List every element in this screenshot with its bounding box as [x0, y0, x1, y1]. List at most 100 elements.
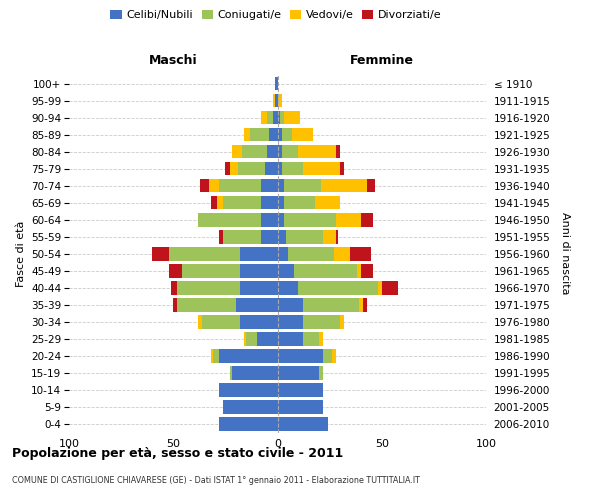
Bar — [277, 162, 281, 175]
Bar — [277, 213, 284, 226]
Bar — [277, 128, 281, 141]
Bar — [294, 264, 357, 278]
Bar — [321, 179, 367, 192]
Bar — [286, 230, 323, 243]
Bar — [357, 264, 361, 278]
Bar — [277, 366, 319, 380]
Bar — [198, 315, 202, 328]
Bar — [209, 179, 219, 192]
Bar — [169, 264, 182, 278]
Bar — [240, 281, 277, 294]
Bar — [217, 196, 223, 209]
Bar — [302, 162, 340, 175]
Bar — [230, 366, 232, 380]
Bar — [319, 366, 323, 380]
Bar — [334, 247, 350, 260]
Bar — [336, 213, 361, 226]
Bar — [261, 230, 277, 243]
Legend: Celibi/Nubili, Coniugati/e, Vedovi/e, Divorziati/e: Celibi/Nubili, Coniugati/e, Vedovi/e, Di… — [106, 6, 446, 25]
Bar — [178, 281, 240, 294]
Bar — [332, 349, 336, 362]
Bar — [361, 264, 373, 278]
Bar — [219, 417, 277, 431]
Bar — [367, 179, 376, 192]
Bar — [281, 162, 302, 175]
Bar — [257, 332, 277, 345]
Bar — [298, 145, 336, 158]
Bar — [292, 128, 313, 141]
Bar — [340, 315, 344, 328]
Bar — [277, 196, 284, 209]
Bar — [277, 264, 294, 278]
Bar — [319, 332, 323, 345]
Bar — [284, 179, 321, 192]
Bar — [219, 230, 223, 243]
Bar — [277, 332, 302, 345]
Bar — [277, 281, 298, 294]
Bar — [219, 383, 277, 397]
Bar — [323, 349, 332, 362]
Bar — [284, 111, 301, 124]
Bar — [173, 298, 178, 312]
Bar — [277, 315, 302, 328]
Bar — [315, 196, 340, 209]
Bar — [240, 264, 277, 278]
Bar — [267, 111, 274, 124]
Bar — [244, 332, 246, 345]
Bar — [298, 281, 377, 294]
Bar — [198, 213, 261, 226]
Bar — [340, 162, 344, 175]
Bar — [211, 349, 213, 362]
Bar — [202, 315, 240, 328]
Bar — [240, 247, 277, 260]
Bar — [246, 332, 257, 345]
Bar — [261, 179, 277, 192]
Bar — [350, 247, 371, 260]
Bar — [213, 349, 219, 362]
Bar — [219, 179, 261, 192]
Bar — [302, 332, 319, 345]
Bar — [361, 213, 373, 226]
Bar — [277, 417, 328, 431]
Bar — [274, 94, 275, 108]
Bar — [336, 230, 338, 243]
Bar — [277, 179, 284, 192]
Bar — [232, 145, 242, 158]
Bar — [232, 366, 277, 380]
Bar — [363, 298, 367, 312]
Bar — [223, 400, 277, 414]
Text: Popolazione per età, sesso e stato civile - 2011: Popolazione per età, sesso e stato civil… — [12, 448, 343, 460]
Text: Femmine: Femmine — [350, 54, 414, 68]
Bar — [200, 179, 209, 192]
Bar — [244, 128, 250, 141]
Bar — [277, 247, 288, 260]
Bar — [261, 111, 267, 124]
Bar — [281, 145, 298, 158]
Text: COMUNE DI CASTIGLIONE CHIAVARESE (GE) - Dati ISTAT 1° gennaio 2011 - Elaborazion: COMUNE DI CASTIGLIONE CHIAVARESE (GE) - … — [12, 476, 420, 485]
Bar — [281, 128, 292, 141]
Bar — [152, 247, 169, 260]
Bar — [178, 298, 236, 312]
Bar — [182, 264, 240, 278]
Bar — [277, 94, 281, 108]
Bar — [277, 349, 323, 362]
Bar — [277, 111, 280, 124]
Y-axis label: Anni di nascita: Anni di nascita — [560, 212, 570, 295]
Bar — [280, 111, 284, 124]
Bar — [169, 247, 240, 260]
Bar — [323, 230, 336, 243]
Bar — [236, 298, 277, 312]
Bar — [336, 145, 340, 158]
Bar — [226, 162, 230, 175]
Bar — [240, 315, 277, 328]
Bar — [302, 298, 359, 312]
Bar — [261, 213, 277, 226]
Bar — [261, 196, 277, 209]
Bar — [277, 298, 302, 312]
Bar — [242, 145, 267, 158]
Bar — [284, 213, 336, 226]
Bar — [277, 383, 323, 397]
Bar — [277, 230, 286, 243]
Bar — [230, 162, 238, 175]
Bar — [238, 162, 265, 175]
